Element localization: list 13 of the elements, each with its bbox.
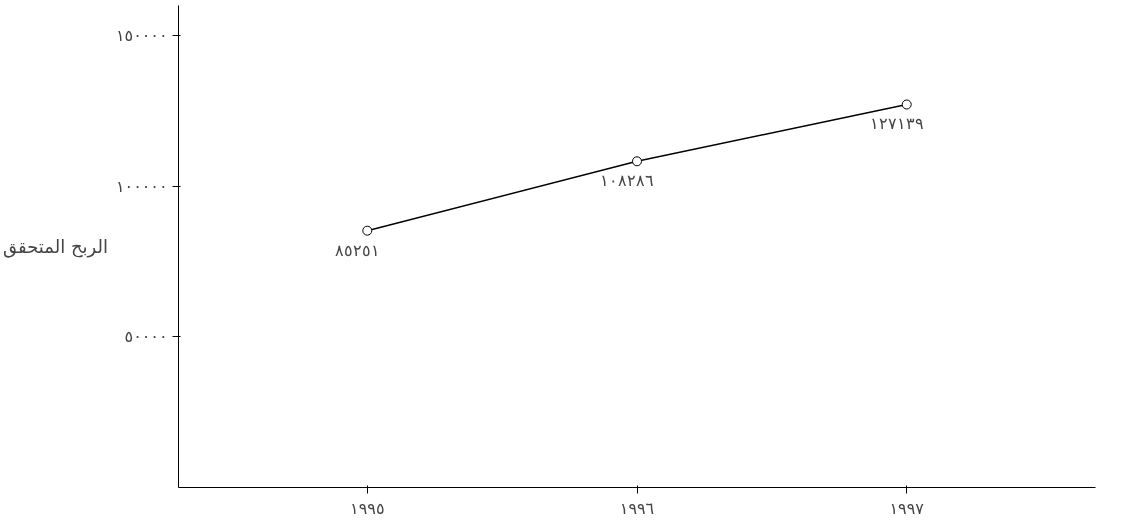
y-axis-title: الربح المتحقق <box>3 236 108 258</box>
data-label: ٨٥٢٥١ <box>334 241 380 259</box>
data-label: ١٢٧١٣٩ <box>869 115 924 133</box>
point <box>901 99 912 110</box>
data-label: ١٠٨٢٨٦ <box>600 172 654 190</box>
point <box>632 156 642 167</box>
point <box>362 225 373 236</box>
x-tick-label: ١٩٩٧ <box>889 498 925 518</box>
x-tick-label: ١٩٩٥ <box>350 498 385 518</box>
y-tick-label: ٥٠٠٠٠ <box>124 327 168 347</box>
x-tick-label: ١٩٩٦ <box>619 498 655 518</box>
y-tick-label: ١٥٠٠٠٠ <box>115 26 168 46</box>
y-tick-label: ١٠٠٠٠٠ <box>115 176 168 196</box>
